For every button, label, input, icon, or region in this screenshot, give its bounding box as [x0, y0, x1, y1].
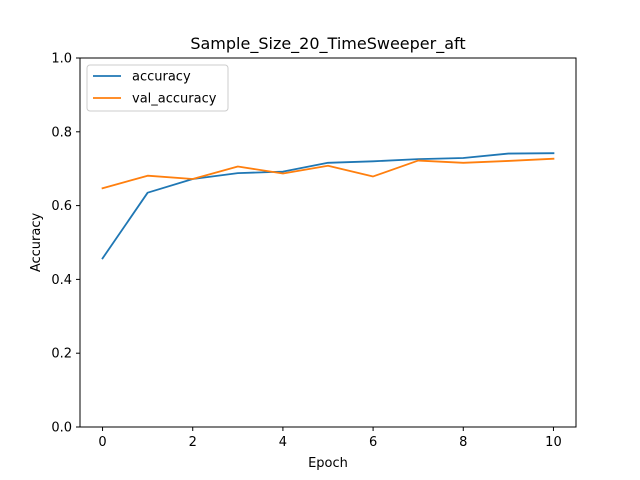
series-line-val-accuracy — [101, 157, 555, 190]
x-tick-label: 8 — [459, 435, 467, 450]
x-axis-label: Epoch — [308, 456, 348, 471]
x-tick-label: 4 — [279, 435, 287, 450]
y-tick-label: 0.8 — [51, 125, 72, 140]
x-tick-label: 6 — [369, 435, 377, 450]
plot-frame — [79, 57, 577, 428]
x-tick-label: 10 — [545, 435, 562, 450]
legend-label: accuracy — [132, 70, 191, 85]
y-tick-label: 0.6 — [51, 199, 72, 214]
y-tick-label: 0.4 — [51, 273, 72, 288]
legend: accuracy val_accuracy — [86, 64, 229, 112]
y-tick-label: 0.2 — [51, 347, 72, 362]
y-axis: 0.0 0.2 0.4 0.6 0.8 1.0 — [51, 52, 80, 436]
series-line-accuracy — [101, 152, 555, 260]
series-layer — [101, 152, 555, 260]
x-axis: 0 2 4 6 8 10 — [98, 427, 562, 450]
y-axis-label: Accuracy — [29, 213, 44, 273]
legend-box — [86, 64, 229, 112]
y-tick-label: 0.0 — [51, 421, 72, 436]
legend-label: val_accuracy — [132, 92, 217, 107]
chart-title: Sample_Size_20_TimeSweeper_aft — [190, 34, 465, 54]
y-tick-label: 1.0 — [51, 52, 72, 67]
x-tick-label: 2 — [189, 435, 197, 450]
x-tick-label: 0 — [98, 435, 106, 450]
